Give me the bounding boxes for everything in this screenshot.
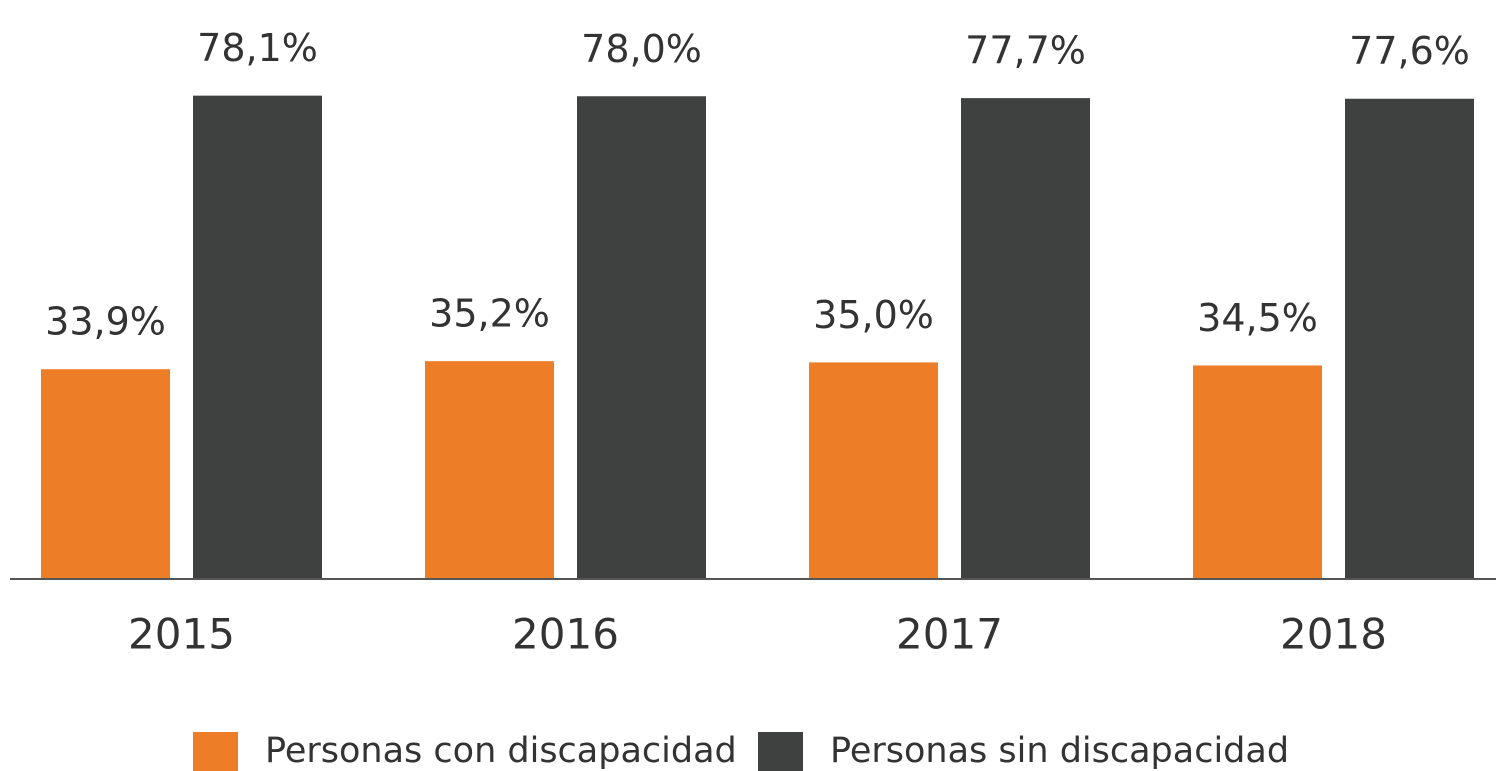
bar bbox=[577, 96, 706, 580]
x-tick-label: 2017 bbox=[896, 610, 1003, 659]
bar bbox=[961, 98, 1090, 579]
bar bbox=[1193, 365, 1322, 579]
value-label: 33,9% bbox=[45, 300, 166, 344]
bar bbox=[1345, 98, 1474, 580]
bar bbox=[41, 369, 170, 579]
value-label: 77,6% bbox=[1349, 29, 1470, 73]
value-label: 77,7% bbox=[965, 29, 1086, 73]
legend-swatch bbox=[758, 732, 803, 771]
value-label: 34,5% bbox=[1197, 296, 1318, 340]
bar bbox=[193, 95, 322, 580]
bar bbox=[809, 362, 938, 579]
value-label: 78,0% bbox=[581, 27, 702, 71]
bar bbox=[425, 361, 554, 579]
x-tick-label: 2015 bbox=[128, 610, 235, 659]
value-label: 35,2% bbox=[429, 292, 550, 336]
x-tick-label: 2016 bbox=[512, 610, 619, 659]
x-tick-label: 2018 bbox=[1280, 610, 1387, 659]
legend-swatch bbox=[193, 732, 238, 771]
legend-label: Personas sin discapacidad bbox=[830, 731, 1289, 771]
legend-label: Personas con discapacidad bbox=[265, 731, 737, 771]
value-label: 78,1% bbox=[197, 26, 318, 70]
value-label: 35,0% bbox=[813, 293, 934, 337]
